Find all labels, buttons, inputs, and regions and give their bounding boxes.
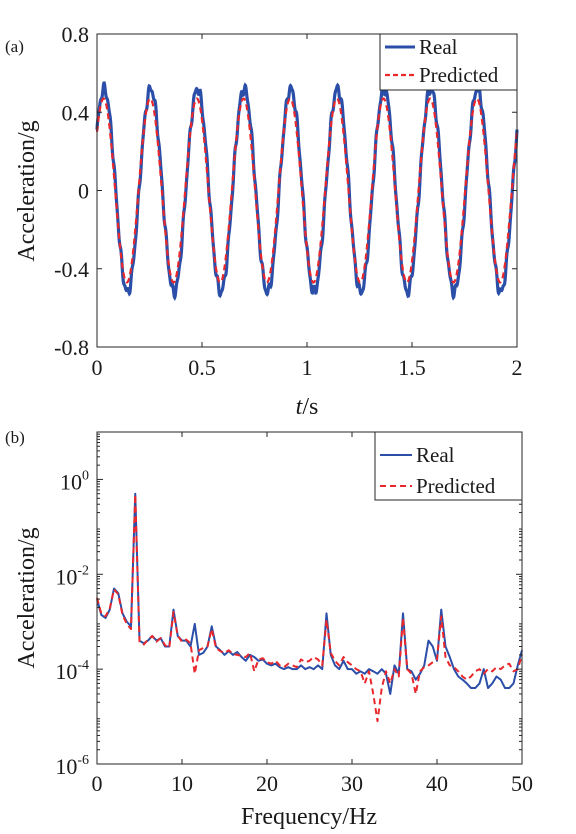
panel-a-y-axis-title: Acceleration/g: [14, 120, 40, 261]
panel-a-legend: Real Predicted: [379, 33, 518, 91]
panel-b-y-tick-exponent: -4: [77, 658, 89, 673]
panel-b-legend-box: [374, 431, 523, 501]
panel-a-y-tick-label: 0.4: [62, 100, 90, 125]
panel-b-y-tick-label: 10-6: [55, 753, 89, 779]
panel-a-y-tick-label: -0.8: [54, 335, 89, 360]
panel-b-x-tick-label: 0: [92, 771, 103, 796]
panel-a: (a) 0 0.5 1 1.5 2 -0.8 -0.4 0 0.4 0.8 Accelerati…: [5, 22, 523, 420]
panel-a-x-tick-label: 0: [92, 355, 103, 380]
panel-b-y-axis-title: Acceleration/g: [14, 527, 40, 668]
panel-b-legend-label-real: Real: [416, 443, 455, 467]
panel-b-y-tick-base: 10: [60, 469, 82, 494]
panel-b-series-group: [96, 492, 523, 723]
panel-a-y-tick-labels: -0.8 -0.4 0 0.4 0.8: [54, 22, 89, 360]
panel-b-x-axis-title: Frequency/Hz: [241, 804, 377, 830]
panel-b-legend-label-predicted: Predicted: [416, 474, 496, 498]
panel-a-x-tick-label: 1: [302, 355, 313, 380]
panel-b-x-tick-label: 10: [171, 771, 193, 796]
panel-a-x-tick-label: 0.5: [188, 355, 216, 380]
panel-b-x-tick-labels: 0 10 20 30 40 50: [92, 771, 534, 796]
panel-b-y-tick-exponent: -2: [77, 563, 89, 578]
panel-b-legend: Real Predicted: [374, 431, 523, 501]
panel-b-y-tick-label: 10-2: [55, 563, 89, 589]
panel-b-axes-box: [96, 431, 523, 765]
panel-b-series-real: [96, 492, 523, 695]
panel-a-x-tick-labels: 0 0.5 1 1.5 2: [92, 355, 523, 380]
panel-b-y-tick-base: 10: [55, 659, 77, 684]
panel-b-label: (b): [5, 428, 25, 447]
panel-b-y-tick-exponent: 0: [82, 468, 89, 483]
panel-b-x-tick-label: 20: [256, 771, 278, 796]
panel-b-y-tick-base: 10: [55, 564, 77, 589]
panel-a-x-axis-title: t/s: [296, 394, 319, 420]
panel-b-y-tick-label: 10-4: [55, 658, 89, 684]
panel-a-y-tick-label: 0: [78, 179, 89, 204]
panel-a-legend-box: [379, 33, 518, 91]
panel-b-series-predicted: [96, 493, 523, 723]
panel-b-x-tick-label: 50: [511, 771, 533, 796]
panel-b-y-tick-label: 100: [60, 468, 89, 494]
panel-a-series-group: [95, 81, 519, 301]
panel-a-x-tick-label: 1.5: [398, 355, 426, 380]
panel-a-y-tick-label: 0.8: [62, 22, 90, 47]
panel-a-label: (a): [5, 37, 24, 56]
panel-a-legend-label-predicted: Predicted: [419, 63, 499, 87]
panel-a-legend-label-real: Real: [419, 35, 458, 59]
panel-a-x-axis-title-unit: /s: [302, 394, 318, 420]
panel-a-x-tick-label: 2: [512, 355, 523, 380]
panel-b-y-tick-base: 10: [55, 754, 77, 779]
panel-b-y-tick-exponent: -6: [77, 753, 89, 768]
panel-b-x-tick-label: 40: [426, 771, 448, 796]
panel-a-x-axis-title-var: t: [296, 394, 304, 420]
panel-b-x-tick-label: 30: [341, 771, 363, 796]
panel-a-y-tick-label: -0.4: [54, 257, 89, 282]
